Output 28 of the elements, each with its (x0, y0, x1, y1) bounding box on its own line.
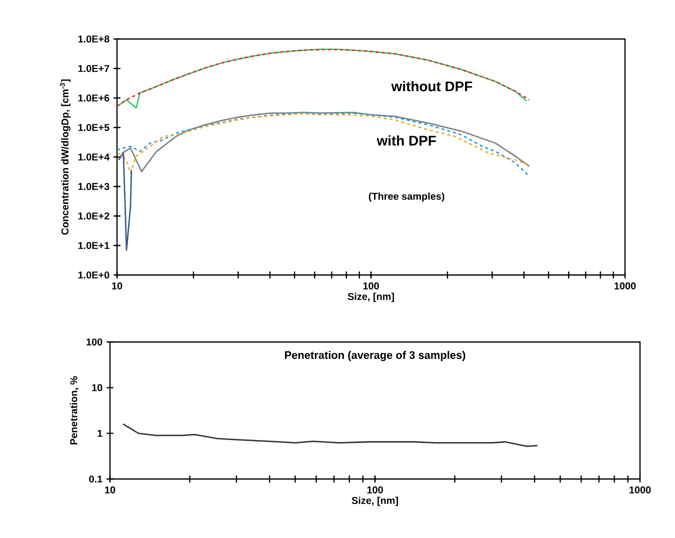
x-tick-label: 10 (112, 282, 122, 290)
x-tick-label: 1000 (630, 486, 651, 494)
y-tick-label: 10 (92, 384, 102, 392)
line-series (118, 152, 132, 251)
y-tick-label: 1.0E+7 (78, 64, 110, 72)
x-tick-label: 100 (363, 282, 379, 290)
y-tick-label: 1.0E+4 (78, 153, 110, 161)
y-tick-label: 1.0E+6 (78, 94, 110, 102)
text: Penetration (average of 3 samples) (284, 350, 466, 362)
x-tick-label: 10 (105, 486, 116, 494)
y-axis-title: Concentration dW/dlogDp, [cm$^{-3}$] (60, 79, 71, 235)
x-axis-title: Size, [nm] (348, 292, 394, 302)
y-tick-label: 1.0E+2 (78, 212, 110, 220)
y-tick-label: 1 (98, 430, 102, 437)
y-tick-label: 0.1 (89, 475, 102, 483)
y-tick-label: 100 (86, 338, 102, 346)
y-tick-label: 1.0E+5 (78, 124, 110, 132)
annotation: with DPF (376, 135, 436, 146)
y-tick-label: 1.0E+3 (78, 182, 110, 190)
x-tick-label: 100 (367, 486, 383, 494)
x-tick-label: 1000 (614, 282, 636, 290)
y-axis-title: Penetration, % (70, 376, 79, 444)
annotation: without DPF (391, 81, 472, 92)
x-axis-title: Size, [nm] (352, 496, 398, 506)
y-tick-label: 1.0E+8 (78, 35, 110, 43)
y-tick-label: 1.0E+1 (78, 242, 110, 250)
y-tick-label: 1.0E+0 (78, 271, 110, 279)
annotation: (Three samples) (368, 192, 444, 202)
